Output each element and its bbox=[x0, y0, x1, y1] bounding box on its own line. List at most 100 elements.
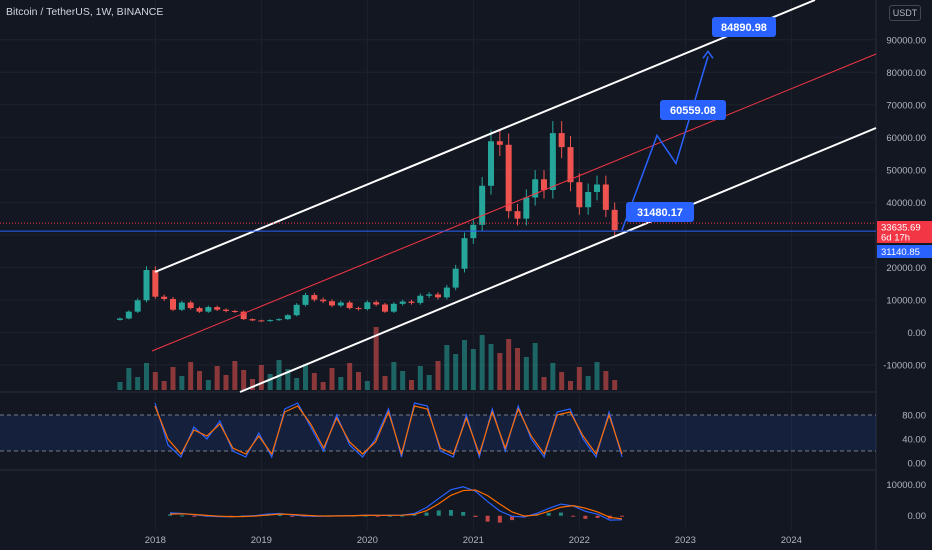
volume-bar bbox=[232, 361, 238, 390]
volume-bar bbox=[541, 377, 547, 390]
candle-body bbox=[196, 308, 203, 312]
projection-label-text: 60559.08 bbox=[670, 105, 716, 117]
last-price-value: 33635.69 bbox=[881, 223, 921, 234]
candle-body bbox=[276, 319, 282, 321]
macd-histogram-bar bbox=[583, 515, 588, 519]
axes: 90000.00 80000.00 70000.00 60000.00 50000.00… bbox=[145, 35, 932, 546]
macd-histogram-bar bbox=[448, 510, 453, 516]
candle-body bbox=[549, 133, 556, 191]
candle-body bbox=[390, 303, 397, 312]
x-tick-label: 2020 bbox=[357, 535, 378, 546]
macd-histogram-bar bbox=[461, 511, 466, 516]
volume-bar bbox=[214, 366, 220, 390]
candle-body bbox=[505, 144, 512, 212]
stoch-tick-label: 80.00 bbox=[902, 411, 926, 422]
candle-body bbox=[594, 184, 600, 192]
candle-body bbox=[611, 209, 618, 231]
candle-body bbox=[170, 298, 176, 310]
regression-channel[interactable] bbox=[0, 0, 877, 393]
macd-histogram-bar bbox=[497, 515, 502, 523]
volume-bar bbox=[338, 377, 344, 390]
price-candles bbox=[117, 121, 618, 322]
volume-bar bbox=[223, 375, 229, 390]
channel-line-middle bbox=[151, 53, 877, 352]
x-tick-label: 2018 bbox=[145, 535, 166, 546]
candle-body bbox=[452, 268, 459, 288]
y-tick-label: 70000.00 bbox=[886, 100, 926, 111]
macd-line-signal bbox=[169, 489, 623, 520]
candle-body bbox=[125, 311, 132, 319]
candle-body bbox=[585, 191, 592, 208]
channel-line-lower bbox=[239, 127, 877, 393]
volume-bar bbox=[170, 367, 176, 390]
volume-bar bbox=[532, 343, 538, 390]
volume-bar bbox=[559, 372, 565, 390]
candle-body bbox=[514, 211, 521, 219]
currency-badge[interactable]: USDT bbox=[889, 5, 921, 21]
volume-bar bbox=[285, 369, 291, 390]
line-price-tag-box bbox=[877, 245, 932, 258]
volume-bar bbox=[523, 357, 529, 390]
volume-bar bbox=[594, 362, 600, 390]
candle-body bbox=[567, 147, 574, 183]
candle-body bbox=[532, 179, 539, 198]
projection-label: 60559.08 bbox=[660, 100, 726, 120]
volume-bar bbox=[488, 344, 494, 390]
y-tick-label: 0.00 bbox=[908, 328, 927, 339]
stoch-line-k bbox=[154, 402, 623, 460]
macd-histogram-bar bbox=[375, 515, 380, 517]
candle-body bbox=[443, 287, 450, 298]
candle-body bbox=[558, 133, 565, 148]
volume-bar bbox=[188, 362, 194, 390]
candle-body bbox=[488, 141, 494, 186]
candle-body bbox=[373, 302, 380, 305]
channel-line-upper bbox=[154, 0, 816, 273]
volume-bar bbox=[303, 364, 308, 390]
projection-arrow bbox=[702, 50, 714, 59]
volume-bar bbox=[373, 327, 379, 390]
y-tick-label: 40000.00 bbox=[886, 198, 926, 209]
y-tick-label: 50000.00 bbox=[886, 165, 926, 176]
candle-body bbox=[258, 320, 265, 322]
candle-body bbox=[576, 182, 583, 208]
candle-body bbox=[223, 309, 229, 312]
projection-label-text: 31480.17 bbox=[637, 207, 683, 219]
candle-body bbox=[231, 311, 238, 313]
volume-bar bbox=[479, 335, 485, 390]
macd-histogram-bar bbox=[290, 515, 295, 517]
macd-histogram-bar bbox=[424, 512, 429, 516]
macd-tick-label: 0.00 bbox=[908, 511, 927, 522]
candle-body bbox=[284, 315, 291, 320]
volume-bar bbox=[391, 362, 397, 390]
volume-bar bbox=[382, 376, 388, 390]
volume-bar bbox=[470, 349, 476, 390]
volume-bar bbox=[311, 373, 317, 390]
projection-label: 84890.98 bbox=[712, 17, 776, 37]
bar-countdown: 6d 17h bbox=[881, 233, 910, 244]
projection-label-box bbox=[626, 202, 694, 222]
y-tick-label: 20000.00 bbox=[886, 263, 926, 274]
volume-bar bbox=[462, 340, 467, 390]
x-tick-label: 2024 bbox=[781, 535, 802, 546]
volume-bar bbox=[241, 370, 247, 390]
volume-bar bbox=[152, 372, 158, 390]
volume-bar bbox=[506, 339, 512, 390]
symbol-title[interactable]: Bitcoin / TetherUS, 1W, BINANCE bbox=[6, 6, 164, 18]
candle-body bbox=[311, 295, 318, 300]
macd-histogram-bar bbox=[363, 515, 368, 517]
candle-body bbox=[337, 302, 344, 306]
macd-histogram-bar bbox=[485, 515, 490, 522]
projection-label: 31480.17 bbox=[626, 202, 694, 222]
price-projection[interactable]: 31480.17 60559.08 84890.98 bbox=[621, 17, 776, 231]
volume-bars bbox=[117, 327, 618, 390]
macd-histogram-bar bbox=[595, 515, 600, 518]
candle-body bbox=[205, 307, 212, 312]
candle-body bbox=[267, 320, 274, 322]
volume-bar bbox=[329, 368, 335, 390]
macd-histogram-bar bbox=[277, 515, 282, 517]
macd-histogram-bar bbox=[546, 512, 551, 516]
macd-histogram-bar bbox=[510, 515, 515, 521]
volume-bar bbox=[205, 380, 211, 390]
volume-bar bbox=[197, 371, 202, 390]
